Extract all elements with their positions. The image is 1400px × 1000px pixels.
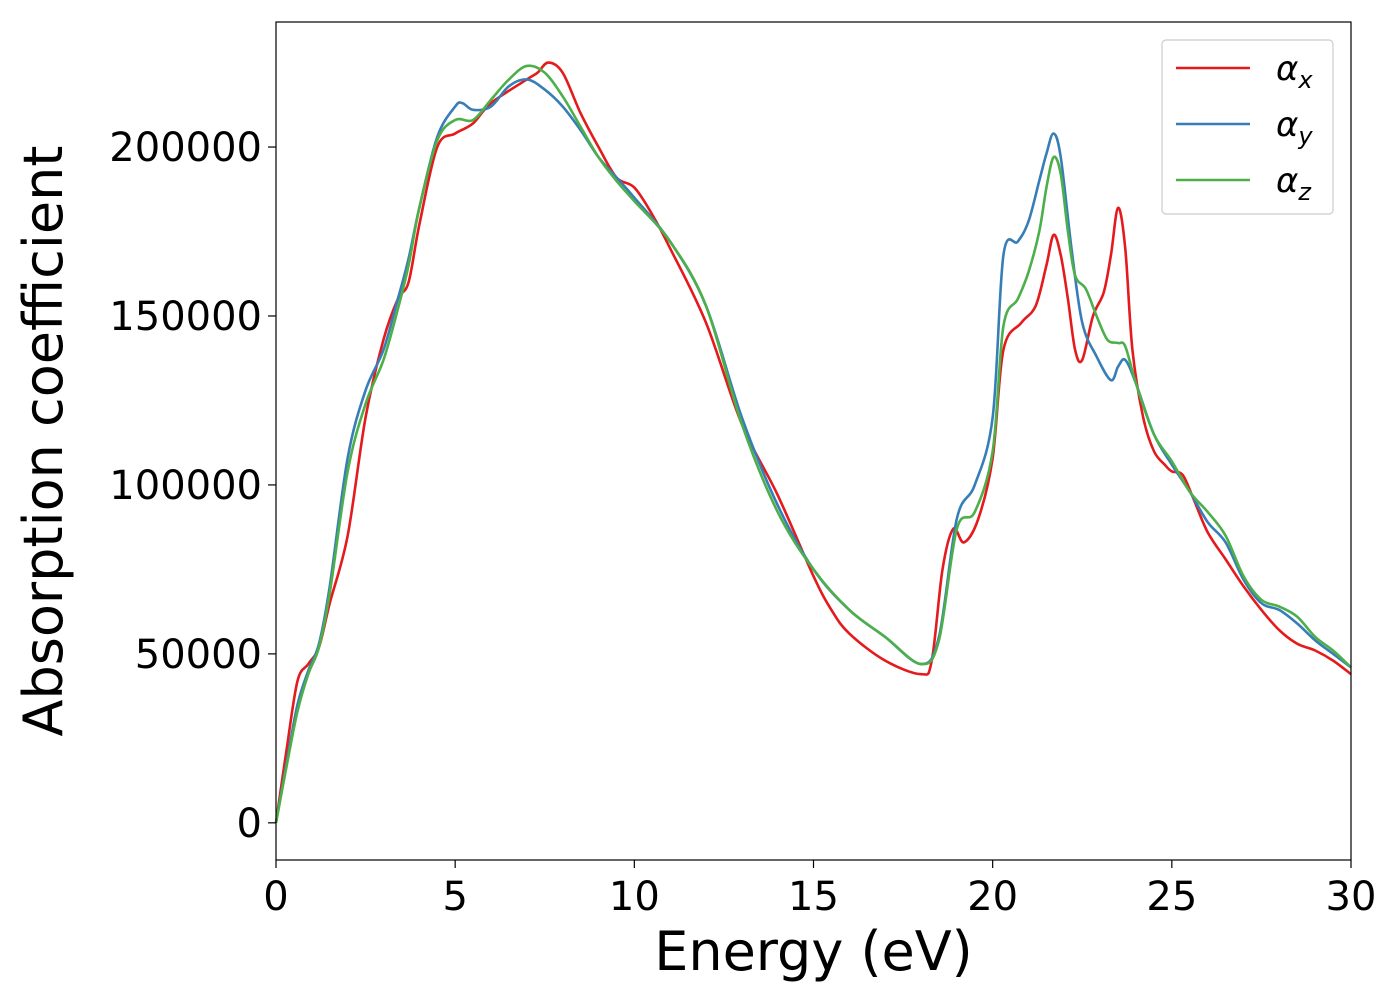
x-tick-label: 20: [967, 874, 1018, 920]
x-tick-label: 0: [263, 874, 288, 920]
legend: αx αy αz: [1161, 39, 1334, 215]
legend-label-z: αz: [1276, 161, 1312, 206]
legend-label-y: αy: [1276, 105, 1313, 150]
y-tick-label: 200000: [109, 125, 262, 171]
x-tick-label: 10: [609, 874, 660, 920]
x-tick-label: 25: [1146, 874, 1197, 920]
x-tick-label: 5: [442, 874, 467, 920]
y-tick-label: 100000: [109, 463, 262, 509]
y-axis-title: Absorption coefficient: [12, 146, 75, 737]
y-tick-label: 150000: [109, 294, 262, 340]
x-tick-label: 30: [1326, 874, 1377, 920]
x-axis-title: Energy (eV): [654, 920, 973, 983]
axis-ticks: 0 5 10 15 20 25 30 0 50000 100000 150000 200000: [109, 125, 1376, 920]
legend-box: [1161, 39, 1334, 215]
legend-label-x: αx: [1276, 49, 1313, 94]
series-lines: [274, 61, 1352, 824]
y-tick-label: 50000: [135, 632, 262, 678]
series-line-z: [274, 64, 1352, 824]
y-tick-label: 0: [237, 801, 262, 847]
x-tick-label: 15: [788, 874, 839, 920]
